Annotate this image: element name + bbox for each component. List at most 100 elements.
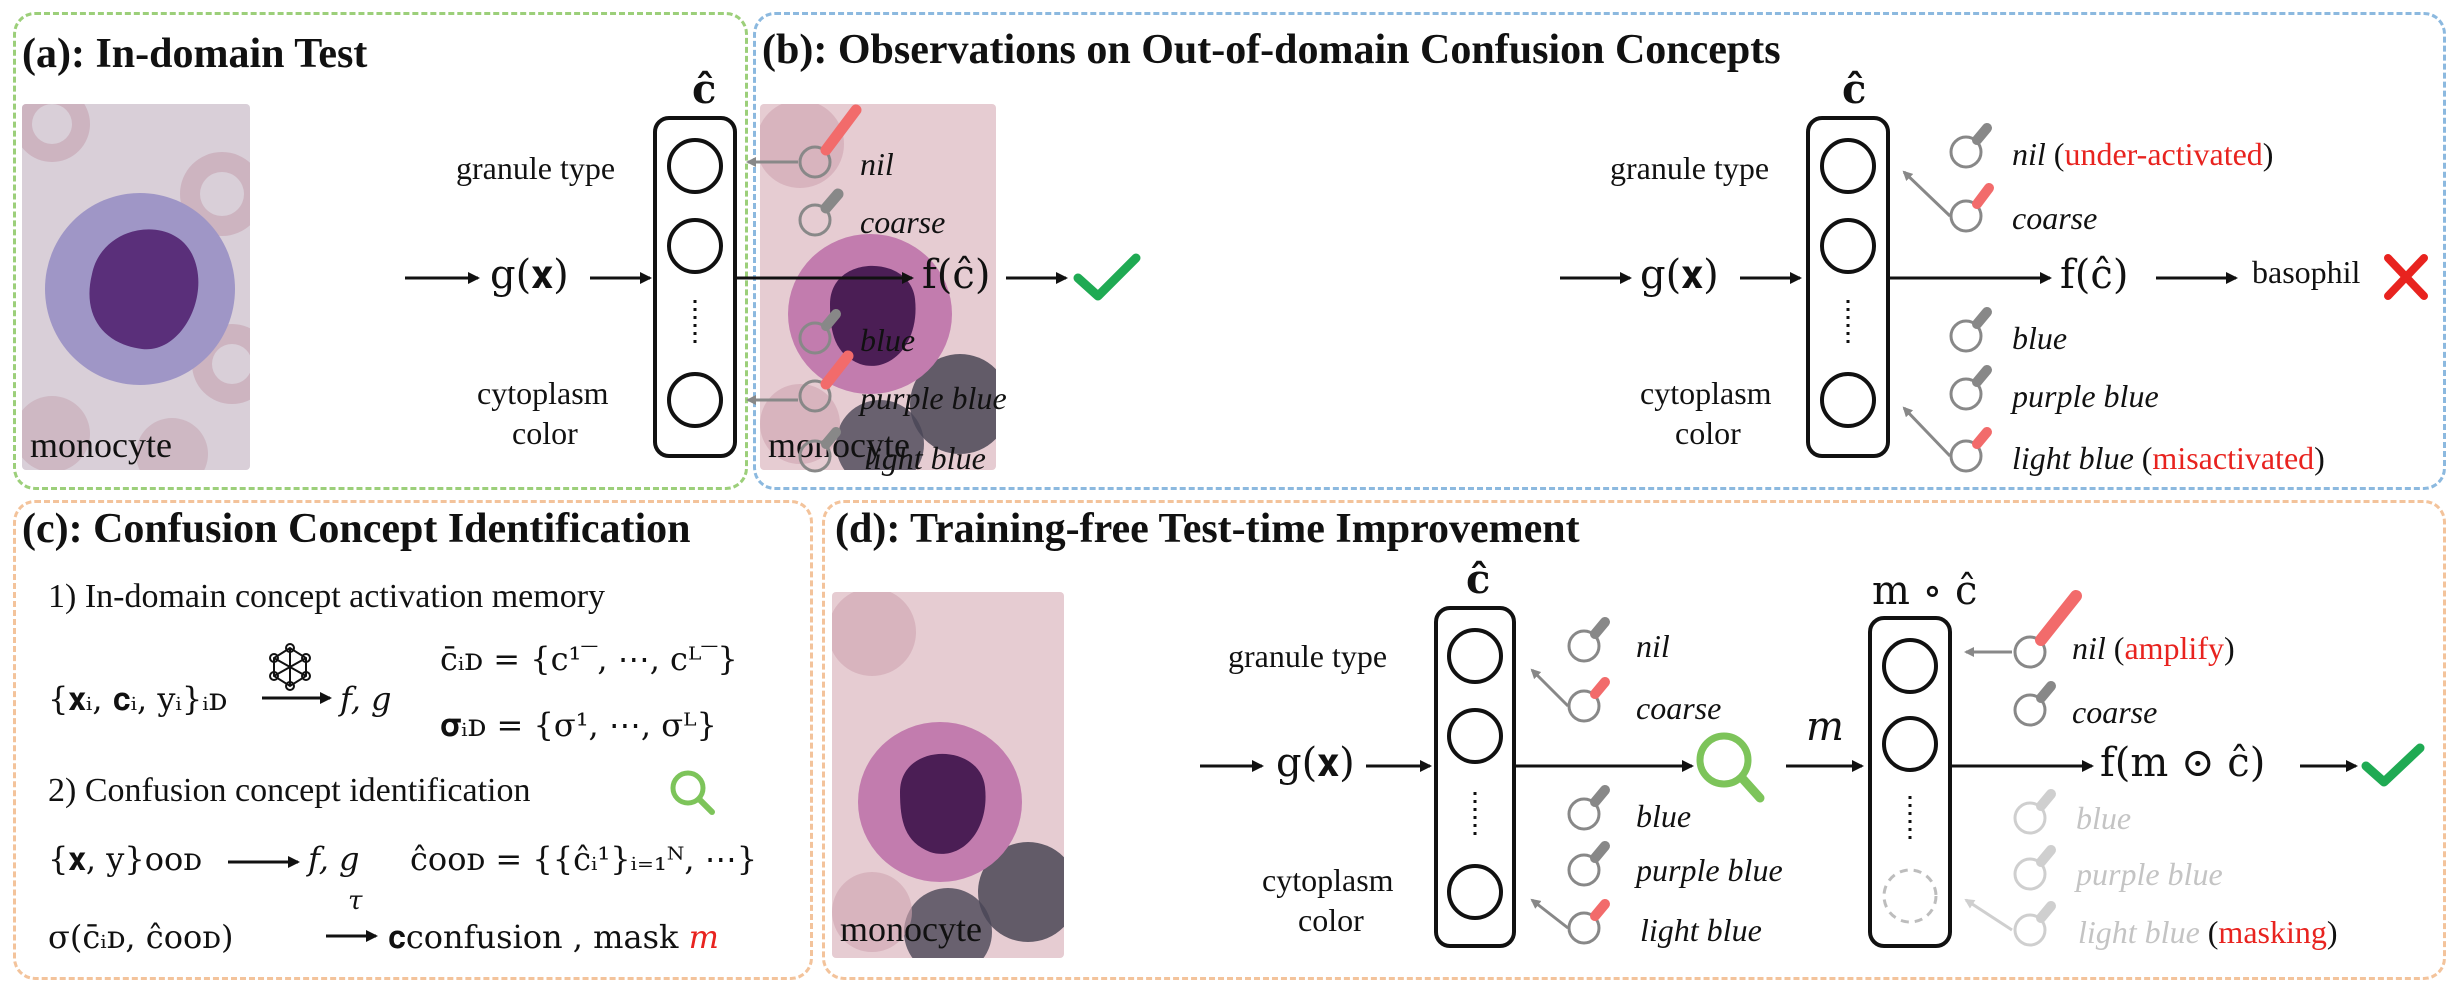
concept-purple-blue-d-left: purple blue [1636,852,1783,888]
group-label-color-d: color [1298,902,1364,938]
group-label-cytoplasm-b: cytoplasm [1640,375,1772,411]
concept-blue-b: blue [2012,320,2068,356]
concept-box-a [653,116,737,458]
concept-light-blue-a: light blue [864,440,986,476]
f-masked: f(m ⊙ ĉ) [2100,740,2266,786]
bulb-nil-d-right [2013,590,2082,669]
g-function-b: g(𝐱) [1640,252,1719,298]
group-label-cytoplasm-a: cytoplasm [477,375,609,411]
bulb-coarse-b [1949,183,1994,233]
f-function-b: f(ĉ) [2060,252,2129,298]
mask-m-label: m [1806,704,1844,750]
bulb-coarse-d-right [2013,681,2056,727]
panel-b-title: (b): Observations on Out-of-domain Confu… [762,27,1781,73]
concept-blue-d-left: blue [1636,798,1692,834]
concept-coarse-d-left: coarse [1636,690,1722,726]
concept-purple-blue-d-right: purple blue [2076,856,2223,892]
bulb-purple-blue-a [798,350,854,413]
concept-nil-d-left: nil [1636,628,1670,664]
neuron-2-b [1820,218,1876,274]
concept-blue-d-right: blue [2076,800,2132,836]
panel-a [13,12,748,490]
cell-image-d [832,592,1064,958]
neuron-2-d [1447,708,1503,764]
concept-coarse-d-right: coarse [2072,694,2158,730]
cell-label-d: monocyte [840,909,982,949]
panel-a-title: (a): In-domain Test [22,31,368,77]
sigma-function: σ(c̄ᵢᴅ, ĉᴏᴏᴅ) [48,918,234,956]
group-label-color-a: color [512,415,578,451]
bulb-light-blue-a [798,427,841,473]
concept-box-b [1806,116,1890,458]
panel-c [13,500,813,980]
masked-neuron-1-d [1882,638,1938,694]
bulb-purple-blue-d-left [1567,841,1610,887]
f-g-2: f, g [308,840,360,878]
neuron-2-a [667,218,723,274]
group-label-cytoplasm-d: cytoplasm [1262,862,1394,898]
c-hat-ood: ĉᴏᴏᴅ = {{ĉᵢ¹}ᵢ₌₁ᴺ, ⋯} [410,840,758,878]
bulb-coarse-a [798,188,844,237]
group-label-color-b: color [1675,415,1741,451]
bulb-blue-a [798,309,841,355]
cell-label-a: monocyte [30,425,172,465]
neuron-3-d [1447,864,1503,920]
concept-coarse-b: coarse [2012,200,2098,236]
concept-light-blue-d-right: light blue (masking) [2078,914,2338,950]
panel-d-title: (d): Training-free Test-time Improvement [835,506,1580,552]
bulb-light-blue-d-right [2013,901,2056,947]
bulb-purple-blue-b [1949,365,1992,411]
bulb-purple-blue-d-right [2013,845,2056,891]
masked-neuron-2-d [1882,716,1938,772]
panel-b [753,12,2446,490]
c-hat-a: ĉ [692,66,717,113]
masked-concept-box-d [1868,616,1952,948]
concept-nil-d-right: nil (amplify) [2072,630,2235,666]
bulb-nil-b [1949,123,1992,169]
id-dataset: {𝐱ᵢ, 𝐜ᵢ, yᵢ}ᵢᴅ [48,680,228,718]
prediction-label-b: basophil [2252,254,2361,290]
concept-light-blue-d-left: light blue [1640,912,1762,948]
bulb-light-blue-b [1949,427,1992,473]
check-icon-a [1073,253,1141,301]
concept-box-d [1434,606,1516,948]
masked-neuron-3-d [1882,868,1938,924]
panel-c-title: (c): Confusion Concept Identification [22,506,691,552]
panel-d [822,500,2446,980]
cross-icon-b [2384,254,2428,300]
group-label-granule-b: granule type [1610,150,1770,186]
search-icon-d [1696,732,1765,803]
ood-dataset: {𝐱, y}ᴏᴏᴅ [48,840,202,878]
neuron-1-a [667,138,723,194]
neuron-1-b [1820,138,1876,194]
g-function-d: g(𝐱) [1276,740,1355,786]
concept-nil-b: nil (under-activated) [2012,136,2274,172]
bulb-blue-d-right [2013,789,2056,835]
bulb-coarse-d-left [1567,677,1610,723]
bulb-nil-d-left [1567,617,1610,663]
check-icon-d [2361,743,2425,787]
bulb-blue-b [1949,307,1992,353]
group-label-granule-a: granule type [456,150,616,186]
confusion-output: 𝐜confusion , mask m [388,918,719,956]
concept-purple-blue-a: purple blue [860,380,1007,416]
concept-purple-blue-b: purple blue [2012,378,2159,414]
bulb-nil-a [798,104,862,179]
network-icon [269,643,311,691]
concept-coarse-a: coarse [860,204,946,240]
search-icon-c [670,770,715,815]
cell-image-a [22,104,250,470]
m-circ-c-hat: m ∘ ĉ [1872,568,1978,614]
g-function-a: g(𝐱) [490,252,569,298]
neuron-3-a [667,372,723,428]
step1-text: 1) In-domain concept activation memory [48,578,606,615]
concept-nil-a: nil [860,146,894,182]
step2-text: 2) Confusion concept identification [48,772,531,809]
neuron-3-b [1820,372,1876,428]
bulb-blue-d-left [1567,785,1610,831]
c-hat-d: ĉ [1466,556,1491,603]
neuron-1-d [1447,628,1503,684]
group-label-granule-d: granule type [1228,638,1388,674]
concept-blue-a: blue [860,322,916,358]
concept-light-blue-b: light blue (misactivated) [2012,440,2325,476]
